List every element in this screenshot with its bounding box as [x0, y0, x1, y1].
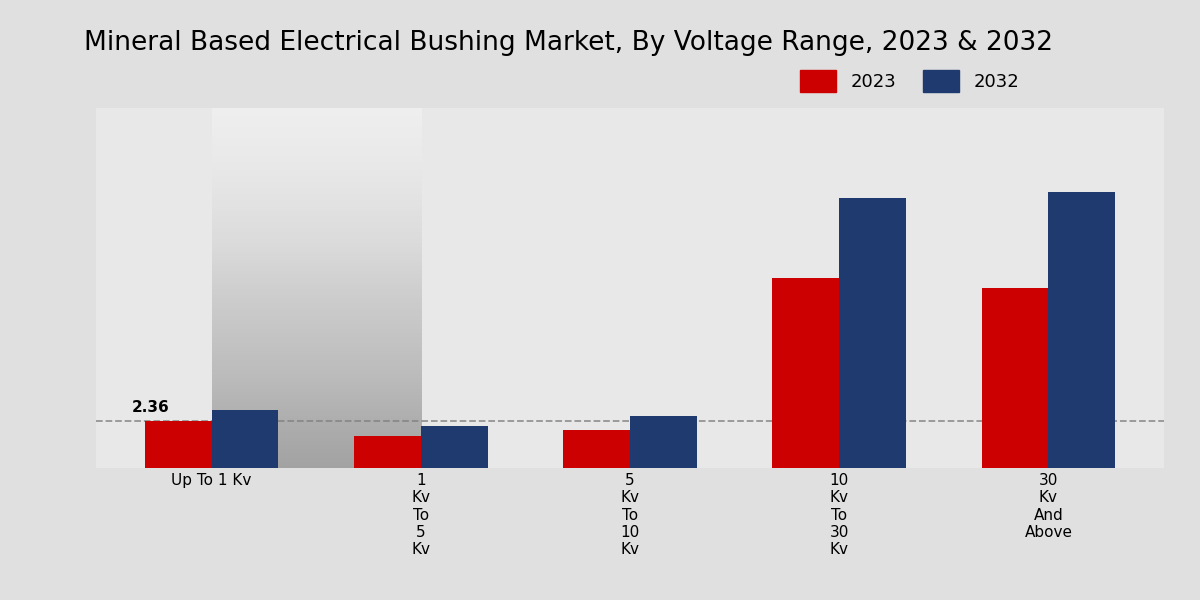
Bar: [630, 416, 697, 468]
Bar: [839, 198, 906, 468]
Bar: [144, 421, 211, 468]
Text: 2.36: 2.36: [132, 400, 169, 415]
Bar: [211, 410, 278, 468]
Legend: 2023, 2032: 2023, 2032: [793, 63, 1027, 100]
Text: Mineral Based Electrical Bushing Market, By Voltage Range, 2023 & 2032: Mineral Based Electrical Bushing Market,…: [84, 30, 1054, 56]
Bar: [563, 430, 630, 468]
Bar: [982, 288, 1049, 468]
Bar: [1049, 192, 1116, 468]
Bar: [421, 426, 487, 468]
Bar: [354, 436, 421, 468]
Bar: [773, 278, 839, 468]
